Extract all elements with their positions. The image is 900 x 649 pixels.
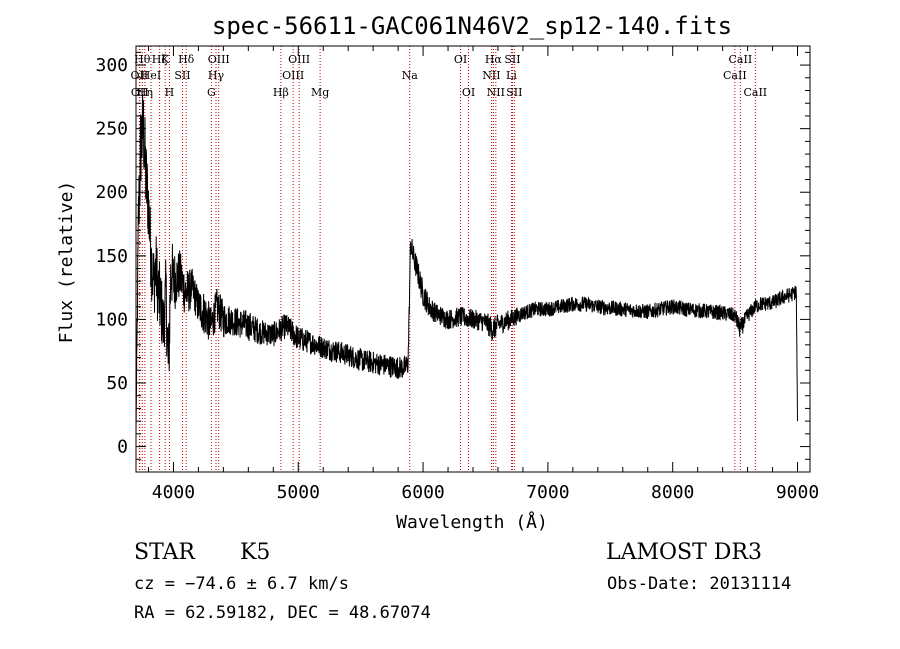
object-subclass: K5 xyxy=(240,540,271,565)
y-tick-label: 200 xyxy=(95,182,128,203)
x-tick-label: 4000 xyxy=(152,482,195,503)
y-tick-label: 100 xyxy=(95,309,128,330)
x-axis-ticks: 4000 5000 6000 7000 8000 9000 xyxy=(147,46,819,503)
plot-frame xyxy=(135,45,811,473)
x-tick-label: 5000 xyxy=(277,482,320,503)
spectral-line-label: OII xyxy=(131,86,149,99)
sky-coordinates: RA = 62.59182, DEC = 48.67074 xyxy=(134,603,431,623)
object-class: STAR xyxy=(134,540,195,565)
spectral-line-label: OIII xyxy=(282,69,304,82)
y-tick-label: 50 xyxy=(106,373,128,394)
spectral-line-label: K xyxy=(161,53,170,66)
spectral-line-label: SII xyxy=(174,69,190,82)
spectral-line-label: OI xyxy=(454,53,467,66)
spectrum-chart: spec-56611-GAC061N46V2_sp12-140.fits OII… xyxy=(56,12,819,533)
spectral-line-label: CaII xyxy=(723,69,747,82)
y-tick-label: 250 xyxy=(95,119,128,140)
x-axis-label: Wavelength (Å) xyxy=(396,511,548,533)
spectral-line-label: NII xyxy=(487,86,505,99)
y-tick-label: 300 xyxy=(95,55,128,76)
spectral-line-label: Na xyxy=(402,69,419,82)
x-tick-label: 6000 xyxy=(401,482,444,503)
chart-title: spec-56611-GAC061N46V2_sp12-140.fits xyxy=(212,12,732,40)
observation-date: Obs-Date: 20131114 xyxy=(607,574,792,594)
spectral-line-label: H xyxy=(165,86,175,99)
spectral-line-label: CaII xyxy=(743,86,767,99)
spectral-line-label: G xyxy=(207,86,216,99)
spectral-line-label: OIII xyxy=(288,53,310,66)
redshift-value: cz = −74.6 ± 6.7 km/s xyxy=(134,574,349,594)
spectral-line-label: Hδ xyxy=(178,53,195,66)
spectral-line-label: Hβ xyxy=(273,86,289,99)
spectral-line-label: HeI xyxy=(141,69,161,82)
spectral-line-markers xyxy=(138,46,756,472)
spectral-line-label: Mg xyxy=(311,86,329,99)
y-tick-label: 0 xyxy=(117,437,128,458)
spectral-line-labels: OII OII Hθ Hη HeI HζK H SII Hδ G Hγ OIII Hβ OIII OIII M… xyxy=(131,53,768,99)
x-tick-label: 8000 xyxy=(651,482,694,503)
spectral-line-label: Hθ xyxy=(134,53,151,66)
y-axis-label: Flux (relative) xyxy=(56,181,77,344)
spectral-line-label: SII xyxy=(504,53,520,66)
y-axis-ticks: 0 50 100 150 200 250 300 xyxy=(95,51,810,460)
flux-series-line xyxy=(135,94,798,434)
y-tick-label: 150 xyxy=(95,246,128,267)
spectral-line-label: OII xyxy=(131,69,149,82)
spectral-line-label: CaII xyxy=(729,53,753,66)
spectral-line-label: Li xyxy=(506,69,517,82)
x-tick-label: 7000 xyxy=(526,482,569,503)
survey-name: LAMOST DR3 xyxy=(606,540,762,565)
spectral-line-label: Hα xyxy=(485,53,503,66)
x-tick-label: 9000 xyxy=(776,482,819,503)
spectral-line-label: Hη xyxy=(137,86,153,99)
spectral-line-label: SII xyxy=(506,86,522,99)
spectral-line-label: OI xyxy=(462,86,475,99)
spectral-line-label: NII xyxy=(482,69,500,82)
spectral-line-label: Hγ xyxy=(208,69,225,82)
spectral-line-label: Hζ xyxy=(152,53,168,66)
spectral-line-label: OIII xyxy=(208,53,230,66)
